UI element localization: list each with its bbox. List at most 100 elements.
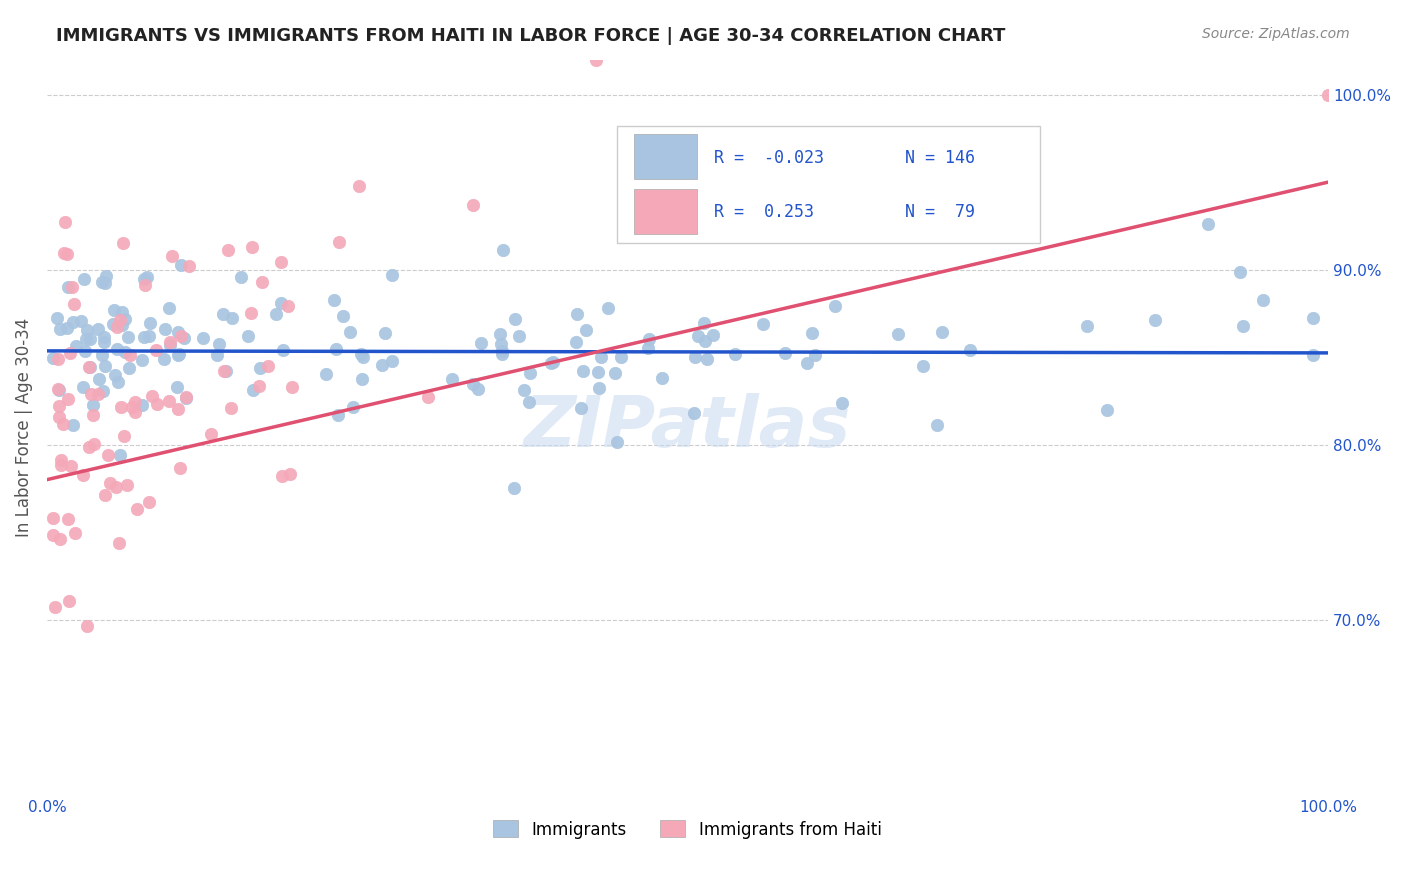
Point xyxy=(752,317,775,331)
Point xyxy=(105,319,128,334)
Point xyxy=(236,328,259,343)
Y-axis label: In Labor Force | Age 30-34: In Labor Force | Age 30-34 xyxy=(15,318,32,537)
Point xyxy=(174,391,197,405)
Point xyxy=(72,380,94,394)
Point xyxy=(686,329,709,343)
Point xyxy=(114,345,136,359)
Point xyxy=(108,448,131,462)
Point xyxy=(48,399,70,413)
Point xyxy=(58,593,80,607)
Point xyxy=(239,306,262,320)
Point xyxy=(65,339,87,353)
Point xyxy=(159,338,181,352)
Point xyxy=(207,348,229,362)
Point xyxy=(271,469,294,483)
Point xyxy=(134,272,156,286)
Point xyxy=(160,249,183,263)
Point xyxy=(131,353,153,368)
Point xyxy=(87,321,110,335)
Point xyxy=(927,417,949,432)
Point xyxy=(571,364,593,378)
Point xyxy=(114,311,136,326)
Point xyxy=(349,347,371,361)
Point xyxy=(575,323,598,337)
Point xyxy=(170,329,193,343)
Point xyxy=(138,329,160,343)
Point xyxy=(87,387,110,401)
Point xyxy=(801,326,824,341)
Point xyxy=(381,354,404,368)
Point xyxy=(1076,319,1098,334)
Point xyxy=(470,336,492,351)
Point xyxy=(110,401,132,415)
Point xyxy=(463,198,485,212)
Point xyxy=(138,495,160,509)
Point xyxy=(62,315,84,329)
Point xyxy=(93,330,115,344)
Point xyxy=(53,215,76,229)
Point xyxy=(87,372,110,386)
Text: IMMIGRANTS VS IMMIGRANTS FROM HAITI IN LABOR FORCE | AGE 30-34 CORRELATION CHART: IMMIGRANTS VS IMMIGRANTS FROM HAITI IN L… xyxy=(56,27,1005,45)
Point xyxy=(271,343,294,357)
Point xyxy=(242,383,264,397)
Point xyxy=(277,299,299,313)
Point xyxy=(157,393,180,408)
Point xyxy=(461,377,484,392)
Point xyxy=(118,360,141,375)
Point xyxy=(651,371,673,385)
Point xyxy=(229,269,252,284)
Point xyxy=(117,478,139,492)
Point xyxy=(42,511,65,525)
Point xyxy=(804,348,827,362)
Point xyxy=(105,343,128,357)
Point xyxy=(73,272,96,286)
Point xyxy=(541,355,564,369)
Point xyxy=(62,417,84,432)
Point xyxy=(693,316,716,330)
Point xyxy=(824,300,846,314)
Point xyxy=(111,235,134,250)
Point xyxy=(588,381,610,395)
Point xyxy=(513,383,536,397)
Point xyxy=(124,405,146,419)
Point xyxy=(60,280,83,294)
Point xyxy=(166,380,188,394)
Point xyxy=(352,351,374,365)
Point xyxy=(145,397,167,411)
Point xyxy=(564,335,586,350)
Point xyxy=(212,307,235,321)
Point xyxy=(606,434,628,449)
Point xyxy=(508,329,530,343)
Point xyxy=(440,372,463,386)
Point xyxy=(97,448,120,462)
Point xyxy=(103,368,125,383)
Point xyxy=(72,468,94,483)
Point xyxy=(1232,319,1254,334)
Point xyxy=(1302,347,1324,361)
Point xyxy=(108,313,131,327)
Point xyxy=(108,536,131,550)
Point xyxy=(831,396,853,410)
Point xyxy=(174,390,197,404)
Point xyxy=(637,341,659,355)
Point xyxy=(609,351,631,365)
Point xyxy=(250,275,273,289)
Point xyxy=(491,343,513,358)
Point xyxy=(596,301,619,316)
Point xyxy=(117,330,139,344)
Point xyxy=(63,525,86,540)
Point xyxy=(1229,265,1251,279)
Point xyxy=(569,401,592,415)
Point xyxy=(70,314,93,328)
Point xyxy=(503,312,526,326)
Point xyxy=(167,326,190,340)
Point xyxy=(796,356,818,370)
Point xyxy=(56,512,79,526)
Point xyxy=(489,327,512,342)
Point xyxy=(256,359,278,374)
Point xyxy=(112,429,135,443)
Point xyxy=(1143,313,1166,327)
Point xyxy=(80,386,103,401)
Point xyxy=(157,301,180,315)
Point xyxy=(153,352,176,367)
